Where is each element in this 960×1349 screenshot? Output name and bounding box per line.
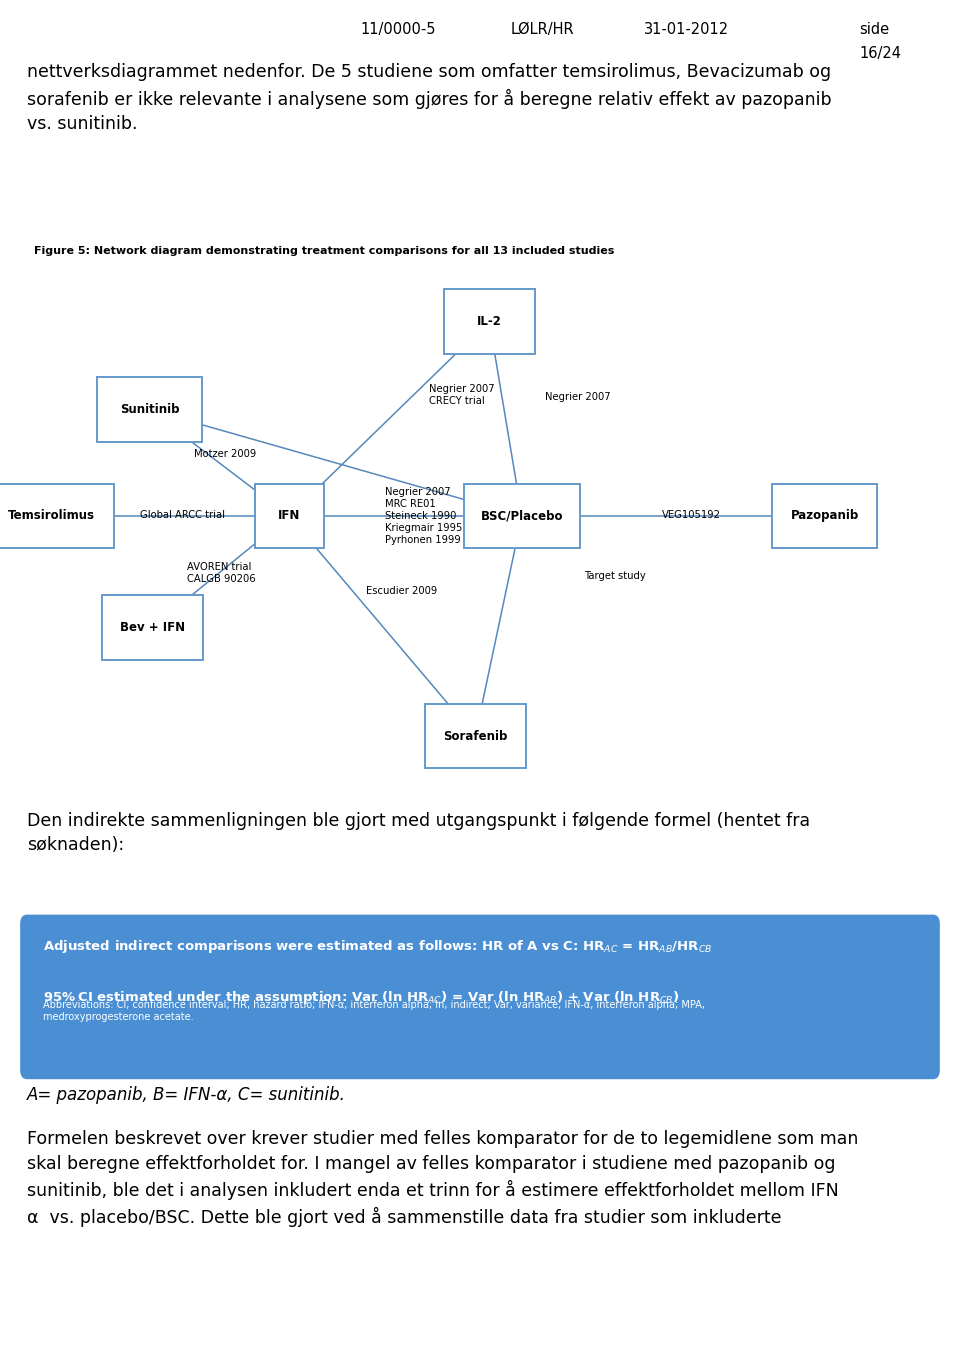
FancyBboxPatch shape [20, 915, 940, 1079]
Text: Global ARCC trial: Global ARCC trial [140, 510, 225, 519]
FancyBboxPatch shape [254, 483, 324, 548]
Text: nettverksdiagrammet nedenfor. De 5 studiene som omfatter temsirolimus, Bevacizum: nettverksdiagrammet nedenfor. De 5 studi… [27, 63, 831, 134]
Text: Sunitinib: Sunitinib [120, 403, 180, 417]
FancyBboxPatch shape [465, 483, 580, 548]
Text: Figure 5: Network diagram demonstrating treatment comparisons for all 13 include: Figure 5: Network diagram demonstrating … [34, 246, 614, 255]
Text: Pazopanib: Pazopanib [790, 510, 858, 522]
Text: A= pazopanib, B= IFN-α, C= sunitinib.: A= pazopanib, B= IFN-α, C= sunitinib. [27, 1086, 346, 1103]
Text: 31-01-2012: 31-01-2012 [644, 22, 729, 36]
FancyBboxPatch shape [444, 289, 535, 353]
Text: Sorafenib: Sorafenib [444, 730, 508, 742]
FancyBboxPatch shape [97, 378, 203, 442]
Text: Abbreviations: CI, confidence interval; HR, hazard ratio; IFN-α, interferon alph: Abbreviations: CI, confidence interval; … [43, 1000, 706, 1023]
Text: IFN: IFN [277, 510, 300, 522]
Text: Escudier 2009: Escudier 2009 [367, 585, 438, 596]
Text: LØLR/HR: LØLR/HR [511, 22, 574, 36]
Text: Den indirekte sammenligningen ble gjort med utgangspunkt i følgende formel (hent: Den indirekte sammenligningen ble gjort … [27, 812, 810, 854]
Text: Formelen beskrevet over krever studier med felles komparator for de to legemidle: Formelen beskrevet over krever studier m… [27, 1130, 858, 1228]
Text: 11/0000-5: 11/0000-5 [361, 22, 436, 36]
FancyBboxPatch shape [102, 595, 203, 660]
Text: IL-2: IL-2 [477, 314, 502, 328]
Text: Adjusted indirect comparisons were estimated as follows: HR of A vs C: HR$_{AC}$: Adjusted indirect comparisons were estim… [43, 938, 712, 955]
FancyBboxPatch shape [772, 483, 877, 548]
Text: Negrier 2007
CRECY trial: Negrier 2007 CRECY trial [429, 383, 494, 406]
Text: Negrier 2007: Negrier 2007 [545, 393, 611, 402]
Text: side: side [859, 22, 889, 36]
Text: Motzer 2009: Motzer 2009 [194, 449, 256, 459]
Text: AVOREN trial
CALGB 90206: AVOREN trial CALGB 90206 [186, 561, 255, 584]
Text: Temsirolimus: Temsirolimus [8, 510, 95, 522]
Text: Bev + IFN: Bev + IFN [120, 621, 184, 634]
FancyBboxPatch shape [425, 704, 526, 769]
Text: 95% CI estimated under the assumption: Var (ln HR$_{AC}$) = Var (ln HR$_{AB}$) +: 95% CI estimated under the assumption: V… [43, 989, 680, 1006]
Text: BSC/Placebo: BSC/Placebo [481, 510, 564, 522]
Text: VEG105192: VEG105192 [661, 510, 721, 519]
FancyBboxPatch shape [0, 483, 114, 548]
Text: Target study: Target study [585, 571, 646, 580]
Text: 16/24: 16/24 [859, 46, 901, 61]
Text: Negrier 2007
MRC RE01
Steineck 1990
Kriegmair 1995
Pyrhonen 1999: Negrier 2007 MRC RE01 Steineck 1990 Krie… [385, 487, 463, 545]
